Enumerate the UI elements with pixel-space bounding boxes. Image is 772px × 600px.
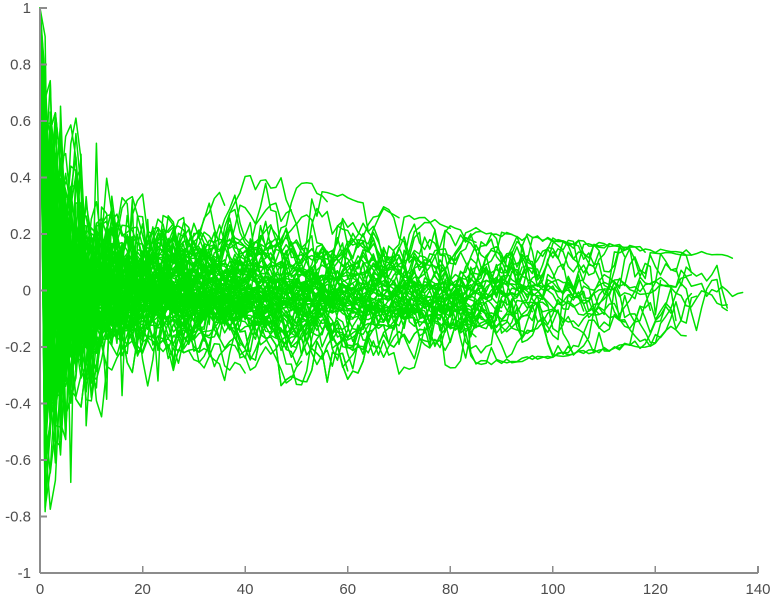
y-axis-tick-label: 0 [23,283,31,300]
y-axis-tick-label: -0.4 [5,396,31,413]
y-axis-tick-label: 0.6 [10,113,31,130]
x-axis-tick-label: 140 [745,581,770,598]
x-axis-tick-label: 0 [36,581,44,598]
y-axis-tick-label: 0.2 [10,226,31,243]
x-axis-tick-label: 100 [540,581,565,598]
series-line [39,7,328,382]
y-axis-tick-label: -1 [18,565,31,582]
series-line [39,7,652,432]
x-axis-tick-label: 40 [237,581,254,598]
series-line [39,7,600,456]
series-line [39,7,262,382]
y-axis-tick-label: 0.4 [10,170,31,187]
series-line [39,7,308,336]
x-axis-tick-label: 80 [442,581,459,598]
series-line [39,7,734,419]
x-axis-tick-label: 60 [339,581,356,598]
series-line [39,7,728,417]
series-line [39,7,528,354]
series-line [39,7,349,387]
x-axis-tick-label: 20 [134,581,151,598]
y-axis-tick-label: -0.2 [5,339,31,356]
series-line [39,7,216,486]
series-line [39,7,293,440]
series-line [39,7,549,381]
axes-group: -1 -0.8 -0.6 -0.4 -0.2 0 0.2 0.4 0.6 0.8 1 0 20 40 60 8… [5,0,770,598]
series-line [39,7,539,509]
series-group [39,7,744,513]
y-axis-tick-label: 0.8 [10,57,31,74]
series-line [39,7,698,388]
series-line [39,7,477,386]
series-line [39,7,354,385]
y-axis-tick-label: -0.6 [5,452,31,469]
x-axis-tick-label: 120 [643,581,668,598]
series-line [39,7,605,390]
series-line [39,7,257,442]
y-axis-tick-label: 1 [23,0,31,17]
y-axis-tick-label: -0.8 [5,509,31,526]
